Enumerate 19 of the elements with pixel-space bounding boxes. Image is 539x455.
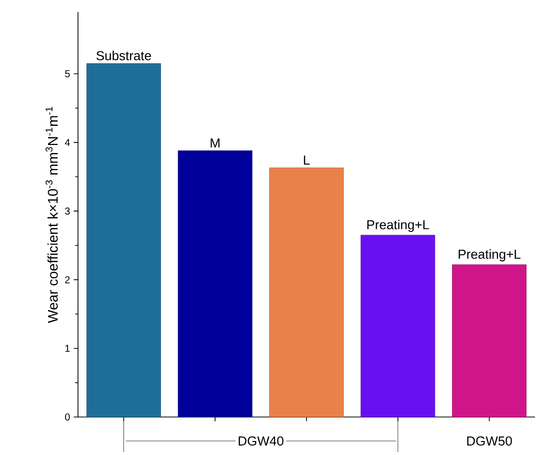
bar (452, 264, 527, 418)
x-tick-label: Substrate (96, 50, 151, 60)
y-axis-title: Wear coefficient k×10$^{-3}$ mm$^{3}$N$^{-1}$m$^{-1}$ (46, 106, 58, 323)
text: DGW40 (238, 436, 284, 446)
bar (360, 234, 436, 418)
bar (86, 63, 161, 418)
y-tick-label: 1 (65, 344, 70, 352)
x-tick-label: Preating+L (367, 220, 430, 232)
x-tick-label: Preating+L (458, 249, 520, 262)
bar (178, 150, 252, 418)
y-tick-label: 2 (65, 276, 70, 284)
y-tick-label: 0 (65, 413, 70, 421)
y-tick-label: 3 (65, 208, 70, 215)
text: DGW50 (467, 436, 512, 446)
y-tick-label: 5 (65, 70, 70, 78)
bar (269, 168, 344, 418)
x-tick-label: L (304, 156, 310, 165)
y-tick-label: 4 (64, 138, 70, 146)
x-tick-label: M (210, 138, 220, 148)
